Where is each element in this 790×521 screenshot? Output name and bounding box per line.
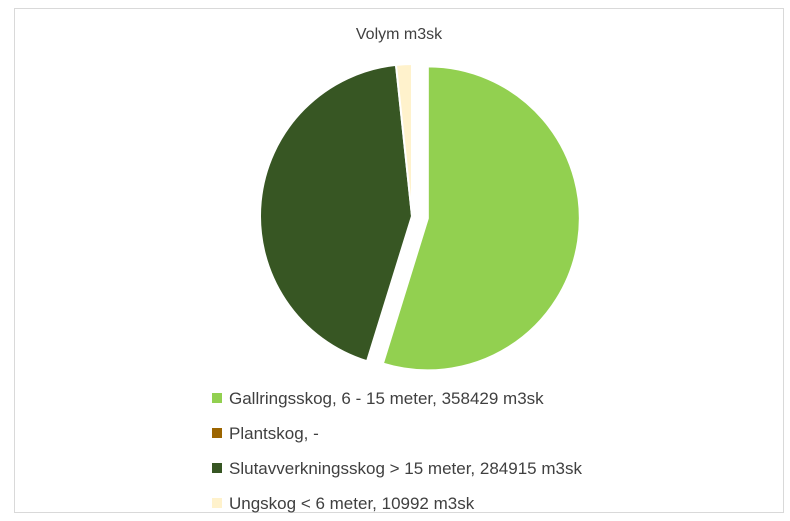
- legend-label: Gallringsskog, 6 - 15 meter, 358429 m3sk: [229, 389, 544, 408]
- legend-swatch: [212, 462, 222, 473]
- legend-item-2: Slutavverkningsskog > 15 meter, 284915 m…: [212, 451, 582, 486]
- chart-legend: Gallringsskog, 6 - 15 meter, 358429 m3sk…: [212, 381, 582, 521]
- legend-item-3: Ungskog < 6 meter, 10992 m3sk: [212, 486, 582, 521]
- pie-slice-3: [394, 62, 413, 217]
- pie-slice-2: [259, 63, 414, 363]
- chart-title: Volym m3sk: [355, 26, 443, 43]
- legend-item-1: Plantskog, -: [212, 416, 582, 451]
- pie-slice-0: [381, 65, 581, 372]
- legend-label: Plantskog, -: [229, 424, 319, 443]
- legend-label: Ungskog < 6 meter, 10992 m3sk: [229, 494, 475, 513]
- legend-swatch: [212, 427, 222, 438]
- legend-swatch: [212, 497, 222, 508]
- legend-label: Slutavverkningsskog > 15 meter, 284915 m…: [229, 459, 582, 478]
- pie-chart: [259, 62, 581, 372]
- chart-area: Volym m3sk Gallringsskog, 6 - 15 meter, …: [14, 8, 784, 513]
- legend-swatch: [212, 392, 222, 403]
- legend-item-0: Gallringsskog, 6 - 15 meter, 358429 m3sk: [212, 381, 582, 416]
